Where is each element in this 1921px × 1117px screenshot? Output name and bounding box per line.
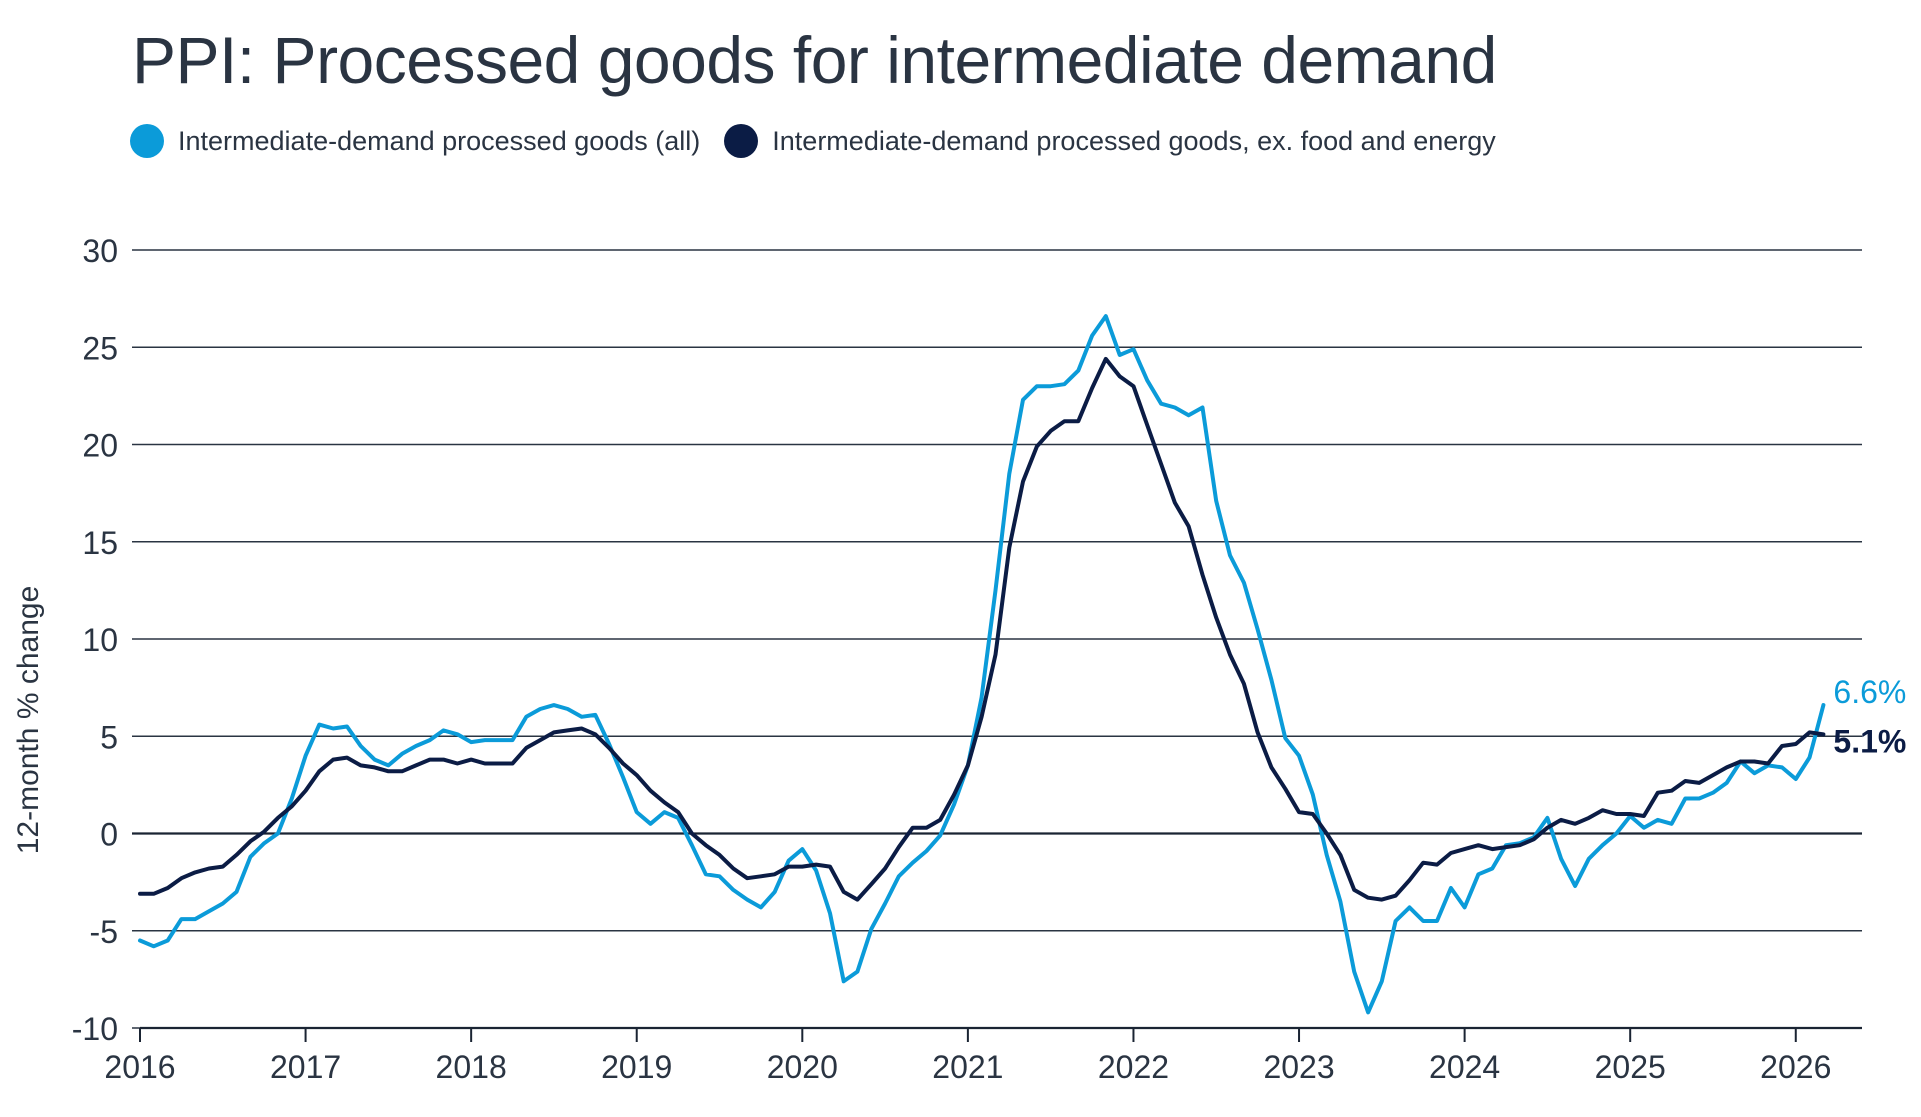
- end-label-all: 6.6%: [1833, 674, 1906, 710]
- grid-lines: [132, 249, 1862, 1030]
- end-labels: 6.6% 5.1%: [1833, 674, 1906, 759]
- y-tick-label: -10: [72, 1011, 118, 1047]
- x-tick-label: 2019: [601, 1049, 672, 1085]
- y-tick-label: 5: [100, 719, 118, 755]
- y-tick-label: 10: [82, 622, 118, 658]
- x-tick-label: 2024: [1429, 1049, 1500, 1085]
- legend-label-core: Intermediate-demand processed goods, ex.…: [772, 125, 1496, 156]
- legend-swatch-all: [130, 124, 164, 158]
- series-line-core: [138, 356, 1826, 902]
- chart-title: PPI: Processed goods for intermediate de…: [132, 23, 1497, 97]
- series-line-all: [138, 314, 1826, 1015]
- series-lines: [138, 314, 1826, 1015]
- end-label-core: 5.1%: [1833, 723, 1906, 759]
- y-tick-label: 15: [82, 525, 118, 561]
- x-tick-label: 2021: [932, 1049, 1003, 1085]
- y-axis-label: 12-month % change: [12, 586, 45, 855]
- y-tick-label: 20: [82, 428, 118, 464]
- x-tick-label: 2018: [436, 1049, 507, 1085]
- legend-item-all[interactable]: Intermediate-demand processed goods (all…: [130, 124, 700, 158]
- y-tick-label: 0: [100, 817, 118, 853]
- chart-legend: Intermediate-demand processed goods (all…: [130, 124, 1520, 158]
- x-tick-label: 2022: [1098, 1049, 1169, 1085]
- legend-swatch-core: [724, 124, 759, 158]
- legend-label-all: Intermediate-demand processed goods (all…: [178, 125, 701, 156]
- y-tick-label: -5: [90, 914, 118, 950]
- x-tick-label: 2016: [104, 1049, 175, 1085]
- y-tick-label: 30: [82, 233, 118, 269]
- x-tick-label: 2017: [270, 1049, 341, 1085]
- x-tick-label: 2020: [767, 1049, 838, 1085]
- x-tick-label: 2023: [1263, 1049, 1334, 1085]
- y-tick-label: 25: [82, 330, 118, 366]
- x-tick-label: 2026: [1760, 1049, 1831, 1085]
- x-tick-label: 2025: [1595, 1049, 1666, 1085]
- legend-item-core[interactable]: Intermediate-demand processed goods, ex.…: [724, 124, 1496, 158]
